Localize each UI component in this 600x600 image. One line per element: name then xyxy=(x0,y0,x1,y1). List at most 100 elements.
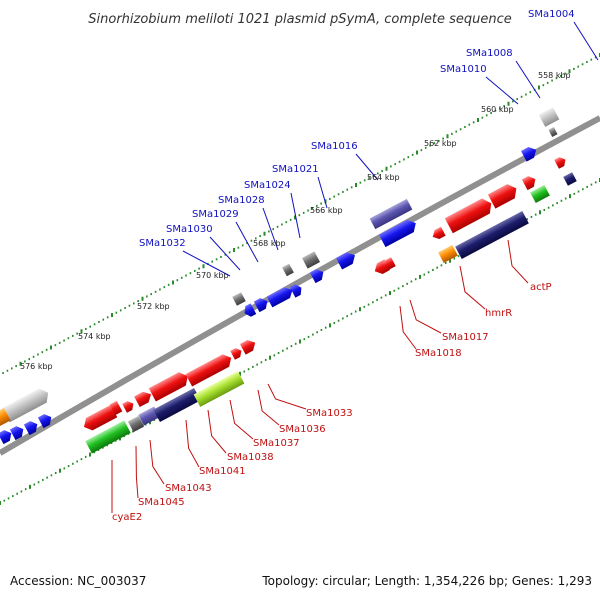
tick-label: 568 kbp xyxy=(253,239,286,248)
gene-features xyxy=(0,107,577,454)
forward-gene-labels: SMa1004 SMa1008 SMa1010 SMa1016 SMa1021 SMa10… xyxy=(139,9,575,249)
gene-feature xyxy=(185,354,232,387)
gene-feature xyxy=(444,198,492,234)
gene-callout-line xyxy=(355,153,379,181)
gene-callout-line xyxy=(135,445,139,499)
tick-label: 564 kbp xyxy=(367,173,400,182)
gene-feature xyxy=(302,251,320,269)
gene-feature xyxy=(538,107,560,127)
gene-callout-line xyxy=(185,419,200,468)
gene-label-forward: SMa1032 xyxy=(139,238,186,249)
gene-feature xyxy=(230,348,242,360)
gene-callout-line xyxy=(182,250,231,277)
topology-summary: Topology: circular; Length: 1,354,226 bp… xyxy=(262,574,592,588)
gene-callout-line xyxy=(399,305,417,350)
tick-label: 566 kbp xyxy=(310,206,343,215)
gene-feature xyxy=(563,172,577,186)
gene-label-reverse: cyaE2 xyxy=(112,512,142,523)
gene-label-reverse: actP xyxy=(530,282,552,293)
gene-callout-line xyxy=(409,299,442,334)
gene-callout-line xyxy=(209,236,241,271)
gene-feature xyxy=(122,401,134,413)
gene-feature xyxy=(83,404,118,431)
gene-callout-line xyxy=(149,439,165,485)
gene-feature xyxy=(309,269,324,284)
gene-callout-line xyxy=(207,409,227,454)
gene-feature xyxy=(382,257,396,271)
tick-label: 558 kbp xyxy=(538,71,571,80)
gene-label-forward: SMa1010 xyxy=(440,64,487,75)
gene-feature xyxy=(521,176,536,191)
tick-label: 570 kbp xyxy=(196,271,229,280)
plasmid-backbone xyxy=(0,115,600,456)
gene-label-reverse: SMa1037 xyxy=(253,438,300,449)
gene-feature xyxy=(148,372,188,402)
gene-label-reverse: SMa1033 xyxy=(306,408,353,419)
gene-feature xyxy=(109,400,123,416)
gene-feature xyxy=(23,421,38,436)
gene-label-reverse: SMa1045 xyxy=(138,497,185,508)
accession-text: Accession: NC_003037 xyxy=(10,574,147,588)
gene-feature xyxy=(530,184,550,204)
gene-feature xyxy=(438,244,458,264)
gene-label-reverse: SMa1041 xyxy=(199,466,246,477)
gene-feature xyxy=(266,287,293,308)
gene-callout-line xyxy=(257,389,280,426)
gene-callout-line xyxy=(573,21,599,61)
tick-label: 576 kbp xyxy=(20,362,53,371)
gene-label-forward: SMa1016 xyxy=(311,141,358,152)
gene-callout-line xyxy=(515,60,541,99)
gene-feature xyxy=(487,184,517,209)
gene-label-reverse: SMa1017 xyxy=(442,332,489,343)
gene-callout-line xyxy=(235,221,259,263)
gene-label-forward: SMa1021 xyxy=(272,164,319,175)
gene-feature xyxy=(134,391,152,408)
gene-label-forward: SMa1030 xyxy=(166,224,213,235)
gene-feature xyxy=(369,198,413,230)
gene-feature xyxy=(0,408,11,426)
gene-feature xyxy=(2,388,49,423)
gene-label-reverse: SMa1038 xyxy=(227,452,274,463)
gene-callout-lines xyxy=(111,21,599,513)
gene-callout-line xyxy=(267,383,307,410)
tick-label: 562 kbp xyxy=(424,139,457,148)
gene-label-reverse: SMa1036 xyxy=(279,424,326,435)
gene-feature xyxy=(240,340,256,355)
gene-label-reverse: hmrR xyxy=(485,308,512,319)
gene-feature xyxy=(336,252,355,270)
gene-feature xyxy=(193,371,245,407)
gene-feature xyxy=(85,420,131,454)
gene-label-reverse: SMa1043 xyxy=(165,483,212,494)
tick-labels: 558 kbp 560 kbp 562 kbp 564 kbp 566 kbp 568 k… xyxy=(20,71,571,371)
gene-feature xyxy=(455,210,529,260)
gene-label-forward: SMa1024 xyxy=(244,180,291,191)
gene-callout-line xyxy=(459,265,486,310)
gene-feature xyxy=(548,127,558,137)
gene-feature xyxy=(282,263,294,277)
gene-feature xyxy=(0,430,12,445)
gene-callout-line xyxy=(262,207,279,251)
gene-feature xyxy=(289,284,302,298)
gene-callout-line xyxy=(485,76,519,105)
gene-label-forward: SMa1029 xyxy=(192,209,239,220)
gene-feature xyxy=(378,219,416,248)
gene-feature xyxy=(521,147,537,162)
gene-label-forward: SMa1028 xyxy=(218,195,265,206)
tick-label: 572 kbp xyxy=(137,302,170,311)
reverse-gene-labels: actP hmrR SMa1017 SMa1018 SMa1033 SMa1036 SMa1… xyxy=(112,282,552,523)
gene-callout-line xyxy=(507,239,529,284)
gene-label-forward: SMa1004 xyxy=(528,9,575,20)
gene-feature xyxy=(432,226,446,239)
gene-feature xyxy=(554,157,566,169)
map-title: Sinorhizobium meliloti 1021 plasmid pSym… xyxy=(88,12,511,27)
gene-feature xyxy=(153,388,201,422)
gene-feature xyxy=(253,298,268,313)
gene-feature xyxy=(37,414,52,429)
gene-label-forward: SMa1008 xyxy=(466,48,513,59)
gene-callout-line xyxy=(317,176,328,209)
tick-label: 560 kbp xyxy=(481,105,514,114)
gene-feature xyxy=(232,292,246,306)
tick-label: 574 kbp xyxy=(78,332,111,341)
gene-callout-line xyxy=(229,399,254,440)
